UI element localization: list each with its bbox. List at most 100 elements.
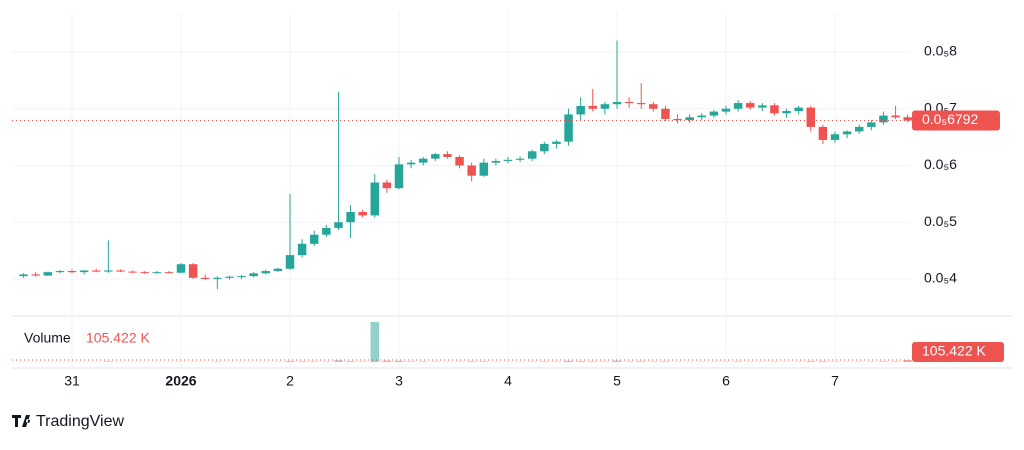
volume-bar bbox=[395, 361, 403, 362]
candle-body bbox=[540, 144, 548, 151]
price-label: 0.0₅6792 bbox=[922, 111, 978, 127]
volume-bar bbox=[298, 361, 306, 362]
candle-body bbox=[492, 161, 500, 163]
candle-body bbox=[867, 122, 875, 127]
volume-bar bbox=[576, 361, 584, 362]
candle-body bbox=[528, 151, 536, 158]
candle-body bbox=[371, 183, 379, 216]
candle-body bbox=[831, 134, 839, 140]
volume-bar bbox=[371, 322, 379, 362]
y-tick-label: 0.0₅6 bbox=[924, 156, 957, 172]
logo bbox=[12, 415, 30, 427]
candle-body bbox=[322, 228, 330, 235]
candle-body bbox=[225, 277, 233, 278]
x-tick-label: 2 bbox=[286, 373, 294, 389]
candle-body bbox=[431, 154, 439, 159]
x-tick-label: 5 bbox=[613, 373, 621, 389]
candle-body bbox=[249, 273, 257, 276]
candle-body bbox=[552, 142, 560, 144]
candle-body bbox=[104, 270, 112, 271]
candle-body bbox=[19, 274, 27, 276]
volume-bar bbox=[286, 361, 294, 362]
candle-body bbox=[455, 157, 463, 166]
x-tick-label: 7 bbox=[831, 373, 839, 389]
candle-body bbox=[589, 106, 597, 109]
x-tick-label: 2026 bbox=[165, 373, 196, 389]
volume-label: 105.422 K bbox=[922, 343, 986, 359]
volume-bar bbox=[819, 361, 827, 362]
y-tick-label: 0.0₅5 bbox=[924, 213, 957, 229]
candle-body bbox=[237, 276, 245, 277]
volume-bar bbox=[661, 361, 669, 362]
volume-bar bbox=[467, 361, 475, 362]
y-tick-label: 0.0₅4 bbox=[924, 270, 957, 286]
candle-body bbox=[625, 102, 633, 103]
candle-body bbox=[661, 109, 669, 119]
candle-body bbox=[165, 272, 173, 273]
candle-body bbox=[807, 108, 815, 127]
candle-body bbox=[879, 116, 887, 123]
volume-bar bbox=[564, 361, 572, 362]
candle-body bbox=[564, 114, 572, 141]
candle-body bbox=[891, 116, 899, 118]
candle-body bbox=[177, 264, 185, 273]
candle-body bbox=[140, 272, 148, 273]
volume-bar bbox=[807, 361, 815, 362]
candle-body bbox=[819, 127, 827, 140]
candle-body bbox=[637, 103, 645, 104]
candle-body bbox=[346, 212, 354, 222]
candle-body bbox=[794, 108, 802, 111]
candle-body bbox=[310, 235, 318, 244]
x-tick-label: 4 bbox=[504, 373, 512, 389]
candle-body bbox=[213, 278, 221, 279]
candle-body bbox=[383, 183, 391, 189]
candle-body bbox=[358, 212, 366, 215]
volume-bar bbox=[104, 361, 112, 362]
candle-body bbox=[673, 119, 681, 120]
candle-body bbox=[128, 272, 136, 273]
candle-body bbox=[843, 131, 851, 134]
candle-body bbox=[443, 154, 451, 157]
volume-bar bbox=[734, 361, 742, 362]
candle-body bbox=[334, 222, 342, 228]
candle-body bbox=[855, 127, 863, 132]
candle-body bbox=[782, 111, 790, 113]
candle-body bbox=[31, 274, 39, 275]
candle-body bbox=[68, 271, 76, 272]
candle-body bbox=[80, 270, 88, 272]
candle-body bbox=[286, 255, 294, 269]
volume-title: Volume bbox=[24, 330, 71, 346]
volume-bar bbox=[879, 361, 887, 362]
candle-body bbox=[649, 104, 657, 109]
candle-body bbox=[685, 117, 693, 120]
candle-body bbox=[504, 160, 512, 161]
candle-body bbox=[722, 109, 730, 112]
volume-bar bbox=[334, 360, 342, 362]
candle-body bbox=[746, 103, 754, 108]
candle-body bbox=[710, 112, 718, 116]
candle-body bbox=[153, 272, 161, 273]
candle-body bbox=[516, 159, 524, 160]
candle-body bbox=[395, 164, 403, 188]
candle-body bbox=[262, 271, 270, 273]
volume-value: 105.422 K bbox=[86, 330, 150, 346]
candle-body bbox=[770, 105, 778, 113]
volume-bar bbox=[407, 361, 415, 362]
x-tick-label: 3 bbox=[395, 373, 403, 389]
volume-bar bbox=[637, 361, 645, 362]
candle-body bbox=[92, 270, 100, 271]
candle-body bbox=[698, 116, 706, 118]
volume-bar bbox=[480, 361, 488, 362]
candle-body bbox=[189, 264, 197, 278]
candle-body bbox=[44, 272, 52, 275]
candle-body bbox=[116, 270, 124, 271]
candle-body bbox=[734, 103, 742, 109]
x-tick-label: 6 bbox=[722, 373, 730, 389]
candle-body bbox=[480, 163, 488, 176]
candle-body bbox=[758, 105, 766, 107]
candle-body bbox=[601, 104, 609, 109]
candle-body bbox=[407, 163, 415, 165]
y-tick-label: 0.0₅8 bbox=[924, 43, 957, 59]
volume-bar bbox=[346, 361, 354, 362]
